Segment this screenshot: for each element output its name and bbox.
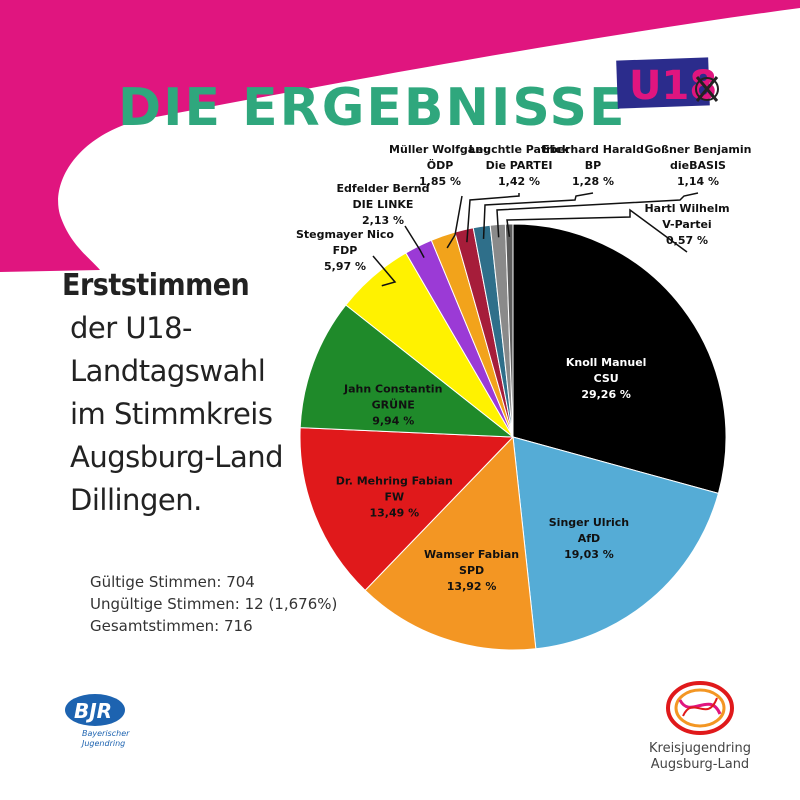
pie-slice-grüne: [299, 304, 515, 438]
leader-line: [496, 192, 699, 238]
slice-label-value: 1,14 %: [677, 175, 719, 188]
slice-label-name: Jahn Constantin: [343, 382, 442, 395]
description-line-1: der U18-: [70, 311, 192, 345]
slice-label-name: Eberhard Harald: [542, 143, 644, 156]
slice-label-name: Knoll Manuel: [566, 356, 647, 369]
slice-label-name: Leuchtle Patrick: [469, 143, 570, 156]
slice-label-party: GRÜNE: [372, 397, 415, 411]
vote-stats: Gültige Stimmen: 704 Ungültige Stimmen: …: [90, 571, 337, 637]
slice-label-party: Die PARTEI: [486, 159, 553, 172]
invalid-votes: Ungültige Stimmen: 12 (1,676%): [90, 595, 338, 613]
slice-label-name: Stegmayer Nico: [296, 228, 394, 241]
slice-label-name: Dr. Mehring Fabian: [336, 474, 453, 487]
leader-line: [372, 255, 397, 287]
bjr-line-2: Jugendring: [80, 739, 125, 748]
slice-label-value: 2,13 %: [362, 214, 404, 227]
bjr-logo-text: BJR: [74, 699, 112, 723]
slice-label-name: Hartl Wilhelm: [644, 202, 729, 215]
slice-label-party: V-Partei: [662, 218, 711, 231]
description-line-2: Landtagswahl: [70, 354, 266, 388]
leader-line: [482, 192, 594, 239]
slice-label-party: ÖDP: [427, 158, 454, 172]
description: Erststimmen der U18- Landtagswahl im Sti…: [60, 268, 284, 522]
slice-label-party: dieBASIS: [670, 159, 726, 172]
slice-label-value: 19,03 %: [564, 548, 614, 561]
slice-label-value: 1,28 %: [572, 175, 614, 188]
page-title: DIE ERGEBNISSE: [118, 78, 627, 138]
pie-slice-spd: [364, 435, 537, 651]
slice-label-name: Wamser Fabian: [424, 548, 519, 561]
slice-label-name: Müller Wolfgang: [389, 143, 491, 156]
slice-label-name: Goßner Benjamin: [645, 143, 752, 156]
leader-line: [506, 208, 688, 253]
slice-label-party: SPD: [459, 564, 484, 577]
slice-label-party: AfD: [578, 532, 600, 545]
slice-label-value: 13,49 %: [369, 506, 419, 519]
bjr-logo: BJR Bayerischer Jugendring: [60, 690, 150, 755]
pie-slice-v-partei: [504, 223, 514, 438]
u18-logo-text: U18: [629, 63, 717, 109]
description-line-3: im Stimmkreis: [70, 397, 273, 431]
leader-line: [404, 225, 425, 258]
slice-label-party: FDP: [333, 244, 358, 257]
slice-label-name: Singer Ulrich: [549, 516, 629, 529]
description-line-4: Augsburg-Land: [70, 440, 284, 474]
pie-slice-fw: [299, 427, 515, 592]
slice-label-value: 1,85 %: [419, 175, 461, 188]
pie-slice-afd: [512, 436, 720, 650]
description-line-5: Dillingen.: [70, 483, 202, 517]
valid-votes: Gültige Stimmen: 704: [90, 573, 255, 591]
slice-label-value: 0,57 %: [666, 234, 708, 247]
leader-line: [466, 193, 520, 243]
slice-label-value: 5,97 %: [324, 260, 366, 273]
pie-slice-csu: [512, 223, 727, 494]
slice-label-value: 13,92 %: [447, 580, 497, 593]
slice-label-party: BP: [585, 159, 601, 172]
slice-label-party: DIE LINKE: [353, 198, 414, 211]
leader-line: [446, 195, 463, 249]
u18-logo: U18: [615, 55, 725, 115]
slice-label-name: Edfelder Bernd: [337, 182, 430, 195]
slice-label-value: 1,42 %: [498, 175, 540, 188]
kjr-line-1: Kreisjugendring: [648, 741, 751, 756]
heading-erststimmen: Erststimmen: [62, 268, 250, 303]
slice-label-party: FW: [384, 490, 404, 503]
kjr-logo: Kreisjugendring Augsburg-Land: [640, 680, 760, 773]
slice-label-value: 29,26 %: [581, 388, 631, 401]
total-votes: Gesamtstimmen: 716: [90, 617, 253, 635]
slice-label-value: 9,94 %: [372, 414, 414, 427]
bjr-line-1: Bayerischer: [82, 729, 130, 738]
slice-label-party: CSU: [594, 372, 619, 385]
kjr-emblem: [666, 681, 734, 735]
kjr-line-2: Augsburg-Land: [650, 757, 750, 772]
